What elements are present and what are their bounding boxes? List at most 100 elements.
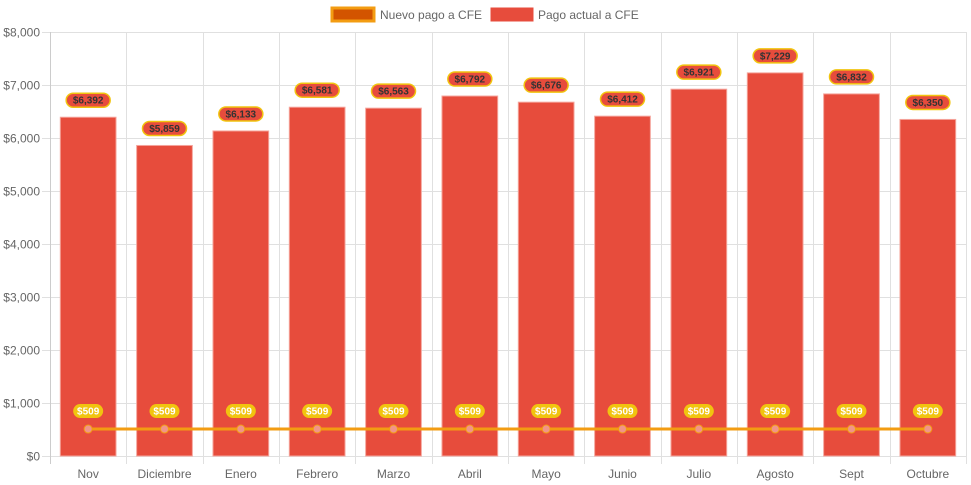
- y-tick-label: $0: [27, 450, 41, 464]
- y-tick-label: $7,000: [3, 79, 40, 93]
- line-data-label: $509: [153, 407, 176, 418]
- y-tick-label: $3,000: [3, 291, 40, 305]
- line-point[interactable]: [83, 424, 93, 434]
- x-tick-label: Mayo: [531, 467, 561, 481]
- bar-data-label: $5,859: [149, 124, 180, 135]
- line-point[interactable]: [923, 424, 933, 434]
- bar[interactable]: [365, 107, 422, 457]
- line-point[interactable]: [847, 424, 856, 434]
- line-data-label-bg: [149, 404, 180, 419]
- grid: [42, 32, 967, 464]
- line-data-label-bg: [73, 404, 104, 419]
- y-tick-label: $1,000: [3, 397, 40, 411]
- data-labels: $6,392 $5,859 $6,133 $6,581 $6,563 $6,792 $6,6…: [65, 48, 951, 419]
- bar[interactable]: [899, 118, 957, 457]
- line-data-label: $509: [459, 407, 482, 418]
- line-data-label-bg: [454, 404, 485, 419]
- line-data-label-bg: [683, 404, 714, 419]
- bar[interactable]: [517, 101, 575, 457]
- legend-label-nuevo-pago: Nuevo pago a CFE: [380, 8, 482, 22]
- line-data-label-bg: [607, 404, 638, 419]
- bar-data-label: $6,792: [455, 75, 486, 86]
- line-data-label: $509: [382, 407, 405, 418]
- line-point[interactable]: [160, 424, 169, 434]
- bar-data-label: $7,229: [760, 51, 791, 62]
- y-axis: $0 $1,000 $2,000 $3,000 $4,000 $5,000 $6,000 $7…: [3, 26, 40, 464]
- x-tick-label: Octubre: [906, 467, 949, 481]
- bar[interactable]: [59, 116, 117, 457]
- line-data-label: $509: [611, 407, 634, 418]
- bar[interactable]: [670, 88, 728, 457]
- line-point[interactable]: [541, 424, 551, 434]
- line-data-label: $509: [764, 407, 787, 418]
- bar-data-label: $6,392: [73, 96, 104, 107]
- y-tick-label: $8,000: [3, 26, 40, 40]
- bar-data-label: $6,581: [302, 86, 333, 97]
- x-tick-label: Febrero: [296, 467, 338, 481]
- line-data-label-bg: [225, 404, 256, 419]
- bar-data-label: $6,563: [378, 87, 409, 98]
- bar-data-label-bg: [676, 64, 722, 80]
- bar-data-label-bg: [370, 83, 417, 99]
- line-point[interactable]: [389, 424, 398, 434]
- legend-swatch-pago-actual: [490, 7, 534, 22]
- line-point[interactable]: [312, 424, 322, 434]
- bar-data-label-bg: [447, 71, 493, 87]
- bar-data-label: $6,676: [531, 81, 562, 92]
- line-data-label: $509: [306, 407, 329, 418]
- line-point[interactable]: [465, 424, 475, 434]
- line-data-label-bg: [836, 404, 867, 419]
- bar[interactable]: [594, 115, 651, 457]
- bar-data-label-bg: [218, 106, 264, 122]
- line-data-label: $509: [840, 407, 863, 418]
- x-tick-label: Sept: [839, 467, 864, 481]
- line-point[interactable]: [694, 424, 704, 434]
- bar-data-label-bg: [752, 48, 798, 64]
- x-tick-label: Agosto: [756, 467, 794, 481]
- y-tick-label: $6,000: [3, 132, 40, 146]
- bar-data-label-bg: [294, 82, 340, 98]
- bar-data-label: $6,350: [913, 98, 944, 109]
- bar-data-label-bg: [65, 92, 111, 108]
- legend-item-pago-actual[interactable]: Pago actual a CFE: [490, 7, 639, 22]
- line-point[interactable]: [770, 424, 780, 434]
- x-tick-label: Junio: [608, 467, 637, 481]
- y-tick-label: $4,000: [3, 238, 40, 252]
- legend: Nuevo pago a CFE Pago actual a CFE: [330, 6, 639, 23]
- bar-series: [59, 72, 957, 457]
- line-data-label-bg: [378, 404, 409, 419]
- line-data-label-bg: [302, 404, 333, 419]
- x-tick-label: Abril: [458, 467, 482, 481]
- legend-swatch-nuevo-pago: [330, 6, 376, 23]
- line-data-label-bg: [531, 404, 562, 419]
- bar[interactable]: [823, 93, 880, 457]
- bar-data-label: $6,921: [684, 68, 715, 79]
- bar[interactable]: [746, 72, 804, 457]
- bar[interactable]: [288, 106, 346, 457]
- line-series: [83, 424, 933, 434]
- bar[interactable]: [441, 95, 499, 457]
- bar-data-label: $6,133: [226, 109, 257, 120]
- line-data-label-bg: [912, 404, 943, 419]
- x-axis: Nov Diciembre Enero Febrero Marzo Abril Mayo Ju…: [77, 467, 949, 481]
- line-data-label: $509: [230, 407, 253, 418]
- line-data-label: $509: [688, 407, 711, 418]
- legend-label-pago-actual: Pago actual a CFE: [538, 8, 639, 22]
- line-point[interactable]: [236, 424, 246, 434]
- bar-data-label-bg: [905, 94, 951, 111]
- x-tick-label: Nov: [77, 467, 98, 481]
- line-point[interactable]: [618, 424, 627, 434]
- line-data-label: $509: [917, 407, 940, 418]
- bar-data-label-bg: [141, 120, 188, 137]
- y-tick-label: $5,000: [3, 185, 40, 199]
- legend-item-nuevo-pago[interactable]: Nuevo pago a CFE: [330, 6, 482, 23]
- line-data-label: $509: [77, 407, 100, 418]
- bar-data-label-bg: [523, 77, 569, 93]
- bar-data-label: $6,832: [836, 72, 867, 83]
- bar[interactable]: [212, 130, 270, 457]
- bar-data-label-bg: [599, 91, 646, 107]
- x-tick-label: Marzo: [377, 467, 411, 481]
- x-tick-label: Diciembre: [137, 467, 191, 481]
- line-data-label: $509: [535, 407, 558, 418]
